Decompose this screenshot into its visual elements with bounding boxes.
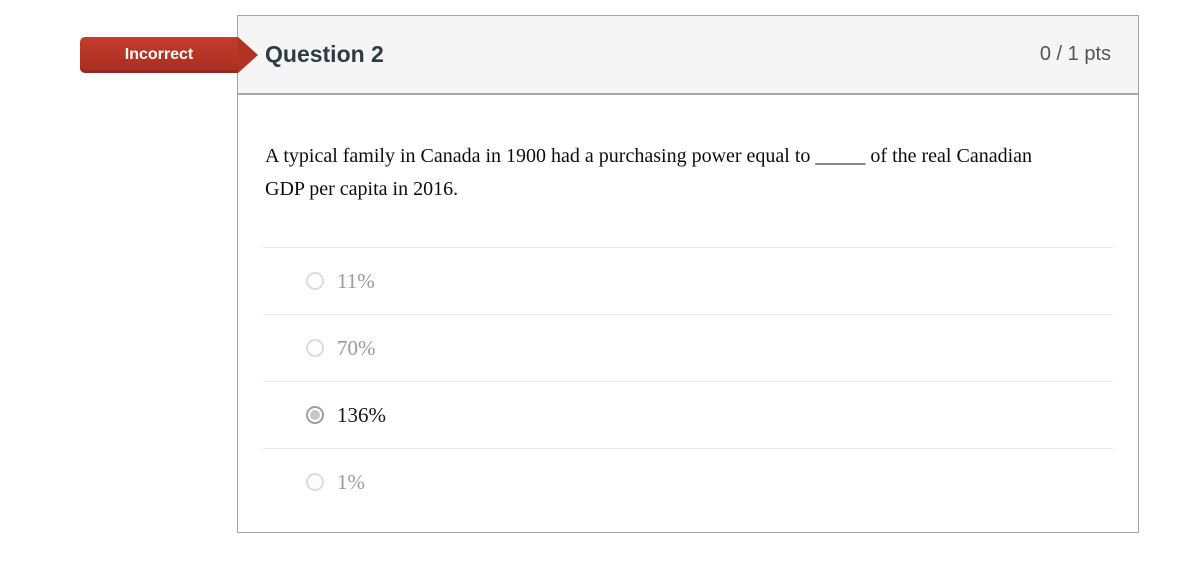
answer-option-label[interactable]: 11% (337, 268, 375, 293)
radio-button-icon[interactable] (306, 272, 324, 290)
question-points: 0 / 1 pts (1039, 43, 1111, 65)
answer-options-list: 11% 70% 136% 1% (263, 247, 1113, 515)
answer-option-label[interactable]: 136% (337, 402, 386, 427)
question-header: Question 2 0 / 1 pts (238, 16, 1138, 95)
radio-button-icon[interactable] (306, 339, 324, 357)
answer-option-row[interactable]: 11% (263, 247, 1113, 314)
question-text: A typical family in Canada in 1900 had a… (265, 145, 1033, 200)
answer-option-row[interactable]: 70% (263, 314, 1113, 381)
answer-option-row[interactable]: 136% (263, 381, 1113, 448)
status-flag-incorrect: Incorrect (80, 37, 258, 73)
status-flag-label: Incorrect (124, 46, 194, 63)
answer-option-row[interactable]: 1% (263, 448, 1113, 515)
radio-button-icon[interactable] (306, 473, 324, 491)
question-card: Question 2 0 / 1 pts A typical family in… (237, 15, 1139, 533)
question-body: A typical family in Canada in 1900 had a… (238, 95, 1138, 515)
answer-option-label[interactable]: 70% (337, 335, 376, 360)
answer-option-label[interactable]: 1% (337, 469, 365, 494)
question-title: Question 2 (265, 41, 384, 67)
radio-button-icon[interactable] (306, 406, 324, 424)
